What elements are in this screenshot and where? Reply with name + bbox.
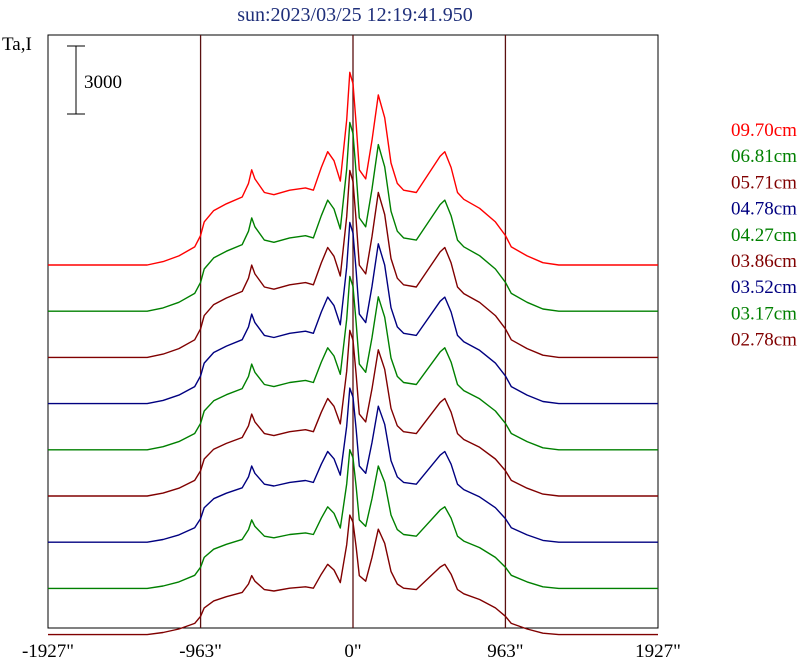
series-line [48,169,658,359]
legend: 09.70cm 06.81cm 05.71cm 04.78cm 04.27cm 03.86… [731,120,797,351]
legend-entry: 03.86cm [731,251,797,272]
x-tick-label: 963" [487,641,523,662]
legend-entry: 06.81cm [731,146,797,167]
y-axis-label: Ta,I [2,34,32,55]
series-line [48,275,658,451]
x-tick-labels: -1927" -963" 0" 963" 1927" [22,641,681,662]
series-line [48,329,658,497]
series-line [48,387,658,543]
series-line [48,71,658,266]
legend-entry: 09.70cm [731,120,797,141]
series-line [48,121,658,312]
series-line [48,514,658,636]
series-curves [48,71,658,636]
x-tick-label: -1927" [22,641,74,662]
chart-title: sun:2023/03/25 12:19:41.950 [237,4,473,26]
scale-bar-label: 3000 [84,72,122,93]
series-line [48,449,658,590]
legend-entry: 02.78cm [731,330,797,351]
legend-entry: 03.52cm [731,277,797,298]
legend-entry: 04.27cm [731,225,797,246]
x-tick-label: 0" [344,641,361,662]
legend-entry: 05.71cm [731,172,797,193]
legend-entry: 04.78cm [731,199,797,220]
x-tick-label: 1927" [635,641,681,662]
legend-entry: 03.17cm [731,303,797,324]
scale-bar: 3000 [67,45,122,115]
series-line [48,221,658,405]
x-tick-label: -963" [179,641,222,662]
